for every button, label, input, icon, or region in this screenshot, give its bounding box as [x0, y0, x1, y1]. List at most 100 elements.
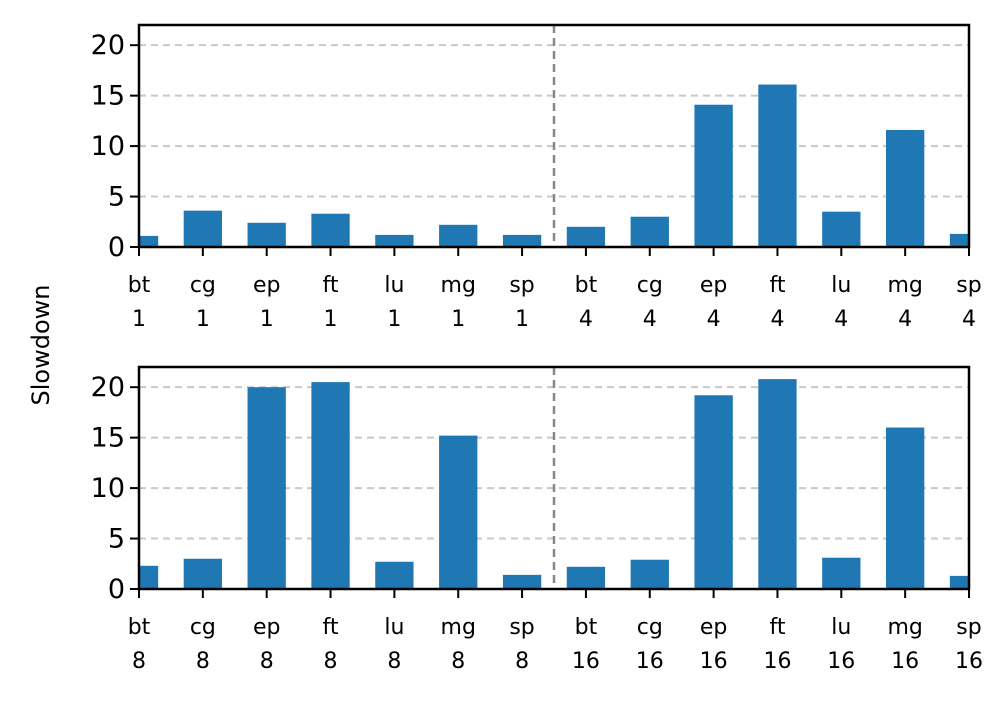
x-tick-label-name: sp — [509, 273, 534, 298]
x-tick-label-threads: 16 — [572, 649, 600, 674]
x-tick-label-threads: 1 — [260, 307, 274, 332]
x-tick-label-threads: 1 — [515, 307, 529, 332]
x-tick-label-threads: 4 — [579, 307, 593, 332]
bar-lu-1 — [375, 234, 414, 247]
bar-ft-16 — [758, 379, 797, 589]
plot-frame — [137, 365, 971, 591]
x-tick-label-name: lu — [831, 615, 851, 640]
x-tick-label-name: bt — [575, 273, 598, 298]
x-tick-label-name: sp — [956, 273, 981, 298]
x-tick-label-name: ep — [253, 615, 281, 640]
x-tick-label-name: lu — [831, 273, 851, 298]
x-tick-label-threads: 8 — [260, 649, 274, 674]
x-tick-label-threads: 8 — [451, 649, 465, 674]
bar-lu-4 — [822, 211, 861, 247]
bar-sp-16 — [949, 575, 969, 589]
x-tick-label-threads: 8 — [132, 649, 146, 674]
x-tick-label-threads: 8 — [515, 649, 529, 674]
panel-2: 0 5 10 15 20 bt 8 cg 8 ep 8 ft 8 lu 8 mg 8 sp 8 bt 16 cg 16 ep 1… — [91, 365, 983, 674]
x-tick-label-threads: 1 — [387, 307, 401, 332]
bar-sp-8 — [502, 574, 542, 589]
bar-bt-4 — [566, 226, 606, 247]
x-tick-label-threads: 8 — [387, 649, 401, 674]
bar-ep-1 — [247, 222, 286, 247]
panel-1: 0 5 10 15 20 bt 1 cg 1 ep 1 ft 1 lu 1 mg 1 sp 1 bt 4 cg 4 ep 4 ft… — [91, 23, 982, 332]
bar-mg-8 — [439, 435, 478, 589]
x-tick-label-name: cg — [190, 273, 216, 298]
plot-frame — [137, 23, 971, 249]
x-tick-label-name: ep — [253, 273, 281, 298]
x-tick-label-threads: 16 — [763, 649, 791, 674]
bar-cg-4 — [630, 216, 669, 247]
bar-bt-8 — [139, 565, 159, 589]
y-tick-label: 0 — [108, 232, 125, 263]
y-tick-label: 0 — [108, 574, 125, 605]
x-tick-label-threads: 4 — [643, 307, 657, 332]
bar-ft-8 — [311, 382, 350, 589]
x-tick-label-threads: 16 — [827, 649, 855, 674]
x-tick-label-name: mg — [887, 615, 922, 640]
y-tick-label: 20 — [91, 372, 125, 403]
x-tick-label-name: cg — [637, 615, 663, 640]
x-tick-label-threads: 1 — [196, 307, 210, 332]
x-tick-label-name: sp — [956, 615, 981, 640]
bar-ep-16 — [694, 395, 733, 589]
bars — [139, 379, 969, 589]
bar-bt-1 — [139, 235, 159, 247]
x-tick-label-threads: 4 — [898, 307, 912, 332]
x-tick-label-threads: 8 — [196, 649, 210, 674]
bar-cg-8 — [183, 558, 222, 589]
bar-ft-4 — [758, 84, 797, 247]
y-axis-label: Slowdown — [27, 285, 55, 406]
y-tick-label: 15 — [91, 81, 125, 112]
x-tick-label-threads: 4 — [834, 307, 848, 332]
bar-cg-16 — [630, 559, 669, 589]
bar-lu-16 — [822, 557, 861, 589]
x-tick-label-threads: 1 — [132, 307, 146, 332]
x-tick-label-threads: 16 — [636, 649, 664, 674]
bar-ep-8 — [247, 387, 286, 589]
x-tick-label-name: mg — [887, 273, 922, 298]
y-tick-label: 15 — [91, 423, 125, 454]
x-tick-label-name: mg — [441, 615, 476, 640]
y-tick-label: 10 — [91, 473, 125, 504]
x-tick-label-threads: 16 — [891, 649, 919, 674]
x-tick-label-threads: 4 — [962, 307, 976, 332]
x-tick-label-name: ep — [700, 273, 728, 298]
bar-sp-1 — [502, 234, 542, 247]
y-tick-label: 5 — [108, 524, 125, 555]
y-tick-label: 10 — [91, 131, 125, 162]
bar-ep-4 — [694, 104, 733, 247]
x-tick-label-threads: 16 — [955, 649, 983, 674]
x-tick-label-name: bt — [575, 615, 598, 640]
x-tick-label-name: ft — [323, 615, 339, 640]
x-tick-label-threads: 4 — [770, 307, 784, 332]
x-tick-label-name: lu — [384, 615, 404, 640]
x-tick-label-name: mg — [441, 273, 476, 298]
x-tick-label-name: ep — [700, 615, 728, 640]
x-tick-label-name: ft — [323, 273, 339, 298]
x-tick-label-threads: 1 — [451, 307, 465, 332]
x-tick-label-threads: 8 — [324, 649, 338, 674]
x-tick-label-name: lu — [384, 273, 404, 298]
x-tick-label-threads: 1 — [324, 307, 338, 332]
bar-cg-1 — [183, 210, 222, 247]
x-tick-label-name: ft — [769, 273, 785, 298]
x-tick-label-name: bt — [128, 273, 151, 298]
x-tick-label-name: cg — [190, 615, 216, 640]
y-tick-label: 20 — [91, 30, 125, 61]
x-tick-label-name: cg — [637, 273, 663, 298]
x-tick-label-name: ft — [769, 615, 785, 640]
bar-bt-16 — [566, 566, 606, 589]
x-tick-label-name: sp — [509, 615, 534, 640]
x-tick-label-threads: 16 — [700, 649, 728, 674]
bar-lu-8 — [375, 561, 414, 589]
bars — [139, 84, 969, 247]
bar-mg-16 — [886, 427, 925, 589]
y-tick-label: 5 — [108, 182, 125, 213]
bar-mg-1 — [439, 224, 478, 247]
bar-ft-1 — [311, 213, 350, 247]
x-tick-label-name: bt — [128, 615, 151, 640]
